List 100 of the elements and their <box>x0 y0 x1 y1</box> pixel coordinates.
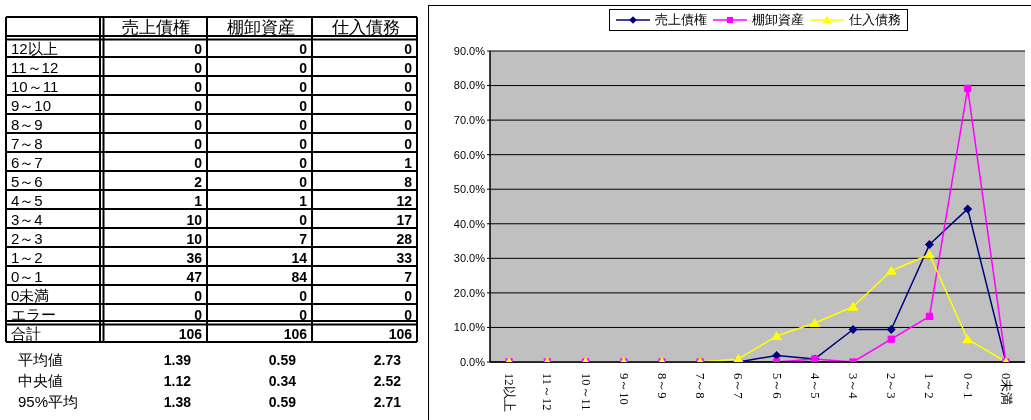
data-label: 7 <box>404 268 413 285</box>
y-tick-label: 80.0% <box>453 79 486 92</box>
x-tick-label: 7～8 <box>693 373 708 399</box>
data-label: 17 <box>396 211 413 228</box>
data-label: 0 <box>299 287 308 304</box>
data-label: 0 <box>194 116 203 133</box>
data-label: 0 <box>299 306 308 323</box>
data-label: 0 <box>404 78 413 95</box>
x-tick-label: 6～7 <box>731 373 746 399</box>
y-tick-label: 8～9 <box>11 116 43 133</box>
x-tick-label: 棚卸資産 <box>226 18 295 37</box>
y-tick-label: 70.0% <box>453 114 486 127</box>
data-label: 1 <box>404 154 413 171</box>
x-tick-label: 12以上 <box>502 373 517 412</box>
x-tick-label: 11～12 <box>540 373 555 411</box>
data-label: 106 <box>388 325 413 342</box>
data-label: 36 <box>186 249 203 266</box>
y-tick-label: 12以上 <box>11 40 58 57</box>
y-tick-label: 合計 <box>11 325 41 342</box>
data-label: 0 <box>299 135 308 152</box>
x-tick-label: 仕入債務 <box>330 18 400 37</box>
data-label: 0 <box>299 154 308 171</box>
y-tick-label: 10～11 <box>11 78 59 95</box>
data-label: 2.71 <box>373 393 402 410</box>
y-tick-label: 4～5 <box>11 192 43 209</box>
data-label: 0 <box>299 173 308 190</box>
y-tick-label: 7～8 <box>11 135 43 152</box>
y-tick-label: 60.0% <box>453 148 486 161</box>
data-label: 0 <box>299 78 308 95</box>
x-tick-label: 0～1 <box>960 373 975 399</box>
data-label: 7 <box>299 230 308 247</box>
data-label: 106 <box>283 325 308 342</box>
x-tick-label: 9～10 <box>616 373 631 405</box>
data-label: 14 <box>291 249 308 266</box>
data-label: 0 <box>299 40 308 57</box>
y-tick-label: 20.0% <box>453 286 486 299</box>
data-label: 0 <box>404 306 413 323</box>
data-label: 1.12 <box>163 372 192 389</box>
data-label: 1 <box>194 192 203 209</box>
data-label: 0 <box>299 97 308 114</box>
data-label: 1.39 <box>163 351 192 368</box>
data-label: 0.34 <box>268 372 297 389</box>
data-label: 0 <box>404 135 413 152</box>
y-tick-label: 40.0% <box>453 217 486 230</box>
data-label: 12 <box>396 192 413 209</box>
data-label: 84 <box>291 268 308 285</box>
data-label: 28 <box>396 230 413 247</box>
x-tick-label: 1～2 <box>922 373 937 399</box>
y-tick-label: 50.0% <box>453 183 486 196</box>
y-tick-label: 11～12 <box>11 59 59 76</box>
x-tick-label: 2～3 <box>884 373 899 399</box>
x-tick-label: 0未満 <box>998 373 1013 406</box>
data-label: 0 <box>404 59 413 76</box>
data-label: 2.73 <box>373 351 402 368</box>
y-tick-label: 平均値 <box>18 351 63 368</box>
data-label: 0 <box>404 97 413 114</box>
y-tick-label: 10.0% <box>453 321 486 334</box>
y-tick-label: 2～3 <box>11 230 43 247</box>
data-label: 33 <box>396 249 413 266</box>
data-label: 10 <box>186 230 203 247</box>
data-label: 0 <box>299 211 308 228</box>
x-tick-label: 8～9 <box>654 373 669 399</box>
data-label: 0 <box>194 287 203 304</box>
data-label: 1.38 <box>163 393 192 410</box>
y-tick-label: 1～2 <box>11 249 43 266</box>
y-tick-label: 6～7 <box>11 154 43 171</box>
y-tick-label: 0未満 <box>11 287 50 304</box>
x-tick-label: 売上債権 <box>121 18 190 37</box>
data-label: 8 <box>404 173 413 190</box>
y-tick-label: 0.0% <box>459 355 486 368</box>
y-tick-label: 中央値 <box>18 372 63 389</box>
x-tick-label: 10～11 <box>578 373 593 411</box>
y-tick-label: 95%平均 <box>18 393 79 410</box>
data-label: 1 <box>299 192 308 209</box>
x-tick-label: 3～4 <box>846 373 861 400</box>
data-label: 0 <box>194 78 203 95</box>
data-label: 0 <box>194 306 203 323</box>
data-label: 2 <box>194 173 203 190</box>
y-tick-label: 0～1 <box>11 268 43 285</box>
data-label: 0 <box>404 287 413 304</box>
data-label: 106 <box>178 325 203 342</box>
y-tick-label: 5～6 <box>11 173 43 190</box>
data-label: 0 <box>299 59 308 76</box>
y-tick-label: 3～4 <box>11 211 43 228</box>
data-label: 10 <box>186 211 203 228</box>
data-label: 0 <box>194 59 203 76</box>
data-label: 0 <box>404 40 413 57</box>
data-label: 47 <box>186 268 203 285</box>
data-label: 0 <box>194 154 203 171</box>
data-label: 0 <box>194 40 203 57</box>
data-label: 2.52 <box>373 372 402 389</box>
data-label: 0 <box>299 116 308 133</box>
data-label: 0.59 <box>268 393 297 410</box>
x-tick-label: 4～5 <box>807 373 822 399</box>
y-tick-label: 30.0% <box>453 252 486 265</box>
x-tick-label: 5～6 <box>769 373 784 399</box>
y-tick-label: 90.0% <box>453 44 486 57</box>
data-label: 0 <box>194 97 203 114</box>
data-label: 0 <box>404 116 413 133</box>
data-label: 0 <box>194 135 203 152</box>
